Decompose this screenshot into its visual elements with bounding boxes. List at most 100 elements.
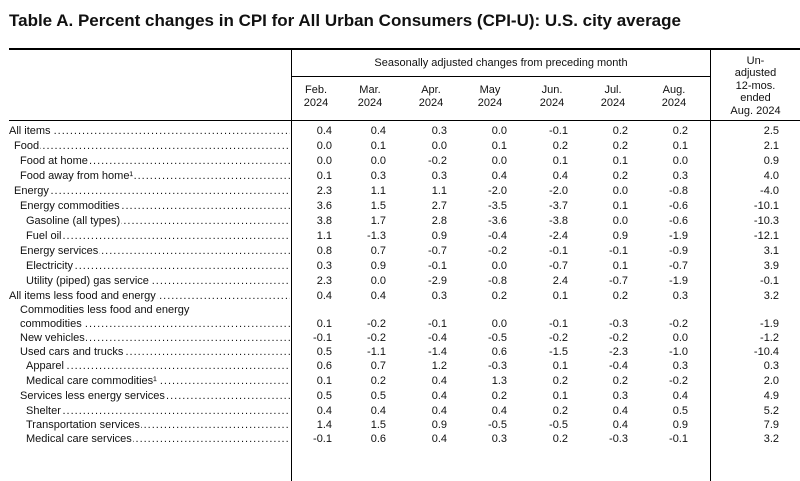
cell-month-5: 0.2 [612,170,628,182]
cell-month-5: 0.2 [612,375,628,387]
row-label: ........................................… [26,275,290,287]
row-label: ........................................… [14,140,290,152]
cell-month-2: 0.4 [431,433,447,445]
cell-month-4: -3.8 [549,215,568,227]
cell-month-1: 0.2 [370,375,386,387]
cell-month-4: -0.7 [549,260,568,272]
cell-month-3: 0.0 [491,155,507,167]
cell-month-6: -0.8 [669,185,688,197]
column-header-0: Feb. 2024 [303,84,329,109]
cell-month-3: 1.3 [491,375,507,387]
cell-month-1: 1.1 [370,185,386,197]
table-row: ........................................… [0,244,800,259]
cell-unadjusted: -10.3 [753,215,779,227]
col-divider-unadjusted [710,49,711,481]
cell-month-3: -0.3 [488,360,507,372]
column-header-2: Apr. 2024 [418,84,444,109]
cell-month-4: 0.2 [552,375,568,387]
cell-month-2: -0.1 [428,260,447,272]
cell-unadjusted: -10.4 [753,346,779,358]
cell-month-4: 0.2 [552,405,568,417]
cell-unadjusted: -0.1 [760,275,779,287]
cell-month-0: 0.8 [316,245,332,257]
row-label: ........................................… [26,433,290,445]
cell-month-4: 0.1 [552,390,568,402]
cell-month-4: -1.5 [549,346,568,358]
cell-month-6: 0.2 [672,125,688,137]
cell-month-3: 0.0 [491,260,507,272]
cell-month-1: 0.4 [370,405,386,417]
cell-month-3: -3.6 [488,215,507,227]
row-label-line1: Commodities less food and energy [20,304,191,316]
row-label: ........................................… [20,318,290,330]
cell-month-0: 1.1 [316,230,332,242]
cell-month-1: 0.0 [370,275,386,287]
cell-month-6: -0.2 [669,375,688,387]
cell-month-2: -0.1 [428,318,447,330]
cell-month-3: -0.8 [488,275,507,287]
cell-month-4: 0.4 [552,170,568,182]
cell-month-4: -0.1 [549,125,568,137]
table-row: ........................................… [0,331,800,346]
cell-month-5: -0.2 [609,332,628,344]
row-label: ........................................… [26,260,290,272]
cell-month-4: -0.2 [549,332,568,344]
cell-month-3: 0.0 [491,318,507,330]
cell-month-1: -0.2 [367,332,386,344]
table-row: ........................................… [0,289,800,304]
row-label: ........................................… [20,390,290,402]
row-label: ........................................… [26,215,290,227]
cell-month-5: 0.2 [612,125,628,137]
cell-month-1: -1.3 [367,230,386,242]
cell-month-2: 0.9 [431,419,447,431]
cell-month-5: -0.4 [609,360,628,372]
cell-month-6: -1.9 [669,275,688,287]
cell-month-6: -1.9 [669,230,688,242]
table-row: ........................................… [0,214,800,229]
cell-unadjusted: 7.9 [763,419,779,431]
cell-month-1: -1.1 [367,346,386,358]
cell-month-5: 0.1 [612,260,628,272]
cell-month-0: 1.4 [316,419,332,431]
cell-month-6: -1.0 [669,346,688,358]
cell-month-5: -0.7 [609,275,628,287]
cell-month-1: 0.4 [370,290,386,302]
cell-month-4: -0.5 [549,419,568,431]
cell-month-3: -0.5 [488,419,507,431]
cell-month-6: 0.3 [672,170,688,182]
cell-month-0: 0.1 [316,375,332,387]
cell-month-2: 1.2 [431,360,447,372]
table-row: ........................................… [0,199,800,214]
cell-month-1: 0.9 [370,260,386,272]
cell-month-1: 0.3 [370,170,386,182]
cell-month-0: -0.1 [313,433,332,445]
table-row: ........................................… [0,432,800,447]
cell-month-1: 1.5 [370,419,386,431]
cell-month-3: 0.0 [491,125,507,137]
table-row: ........................................… [0,418,800,433]
cell-unadjusted: 3.2 [763,433,779,445]
cell-unadjusted: 2.1 [763,140,779,152]
span-head-rule [292,76,710,77]
unadjusted-header: Un- adjusted 12-mos. ended Aug. 2024 [730,55,781,117]
cell-unadjusted: 3.9 [763,260,779,272]
cell-month-3: -3.5 [488,200,507,212]
table-row: ........................................… [0,184,800,199]
cell-unadjusted: 5.2 [763,405,779,417]
cell-month-4: 0.2 [552,433,568,445]
cell-month-3: 0.4 [491,170,507,182]
cell-unadjusted: -1.2 [760,332,779,344]
cell-month-0: 0.0 [316,140,332,152]
row-label: ........................................… [26,230,290,242]
cell-month-4: 0.2 [552,140,568,152]
cell-month-3: -0.5 [488,332,507,344]
cell-month-5: 0.4 [612,419,628,431]
cell-month-0: 2.3 [316,185,332,197]
cell-month-2: 0.9 [431,230,447,242]
cell-month-0: 3.8 [316,215,332,227]
table-row: ........................................… [0,259,800,274]
cell-month-1: 0.7 [370,360,386,372]
row-label: ........................................… [26,375,290,387]
cell-month-3: 0.1 [491,140,507,152]
cell-month-0: 0.5 [316,346,332,358]
